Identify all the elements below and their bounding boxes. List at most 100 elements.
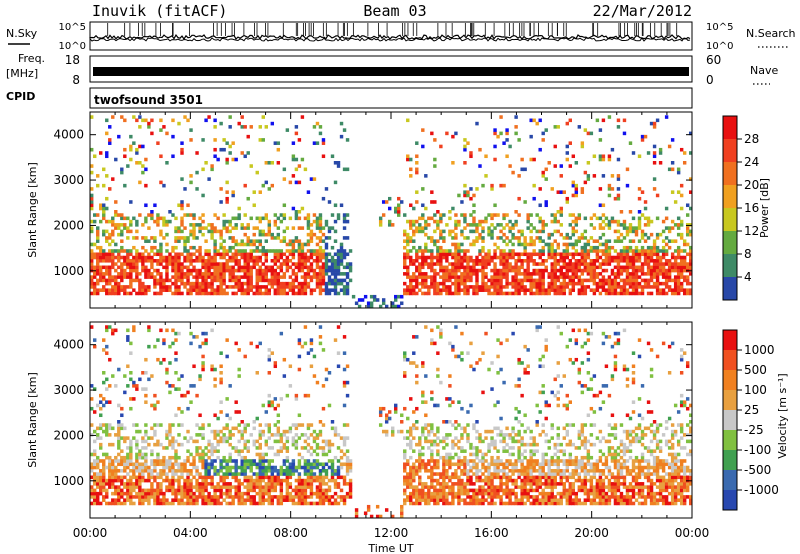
power-cell <box>204 291 208 296</box>
velocity-cell <box>147 495 151 499</box>
power-cell <box>249 255 253 260</box>
velocity-cell <box>378 406 383 411</box>
power-cell <box>442 275 446 279</box>
power-cell <box>601 268 606 273</box>
power-cell <box>475 223 479 227</box>
power-cell <box>607 249 612 253</box>
power-cell <box>550 219 554 224</box>
velocity-cell <box>117 426 121 431</box>
velocity-cell <box>201 501 205 506</box>
velocity-cell <box>222 436 226 440</box>
velocity-cell <box>90 462 94 467</box>
power-cell <box>532 118 536 123</box>
velocity-cell <box>201 455 205 460</box>
power-cell <box>135 255 139 260</box>
velocity-cell <box>318 488 323 493</box>
power-cell <box>628 229 633 234</box>
power-cell <box>664 236 669 240</box>
power-cell <box>484 288 488 292</box>
velocity-cell <box>99 475 103 480</box>
power-cell <box>315 216 320 221</box>
power-cell <box>342 265 347 270</box>
power-cell <box>433 262 437 266</box>
velocity-cell <box>270 482 275 486</box>
power-cell <box>294 213 299 217</box>
velocity-cell <box>177 469 181 473</box>
power-cell <box>324 265 329 270</box>
velocity-cell <box>156 501 160 506</box>
power-cell <box>129 278 133 283</box>
power-cell <box>562 259 566 263</box>
power-cell <box>655 291 660 296</box>
power-cell <box>676 252 681 257</box>
velocity-cell <box>165 488 169 493</box>
power-cell <box>114 242 118 247</box>
power-cell <box>505 131 509 136</box>
power-cell <box>114 213 118 217</box>
power-cell <box>670 161 675 165</box>
power-cell <box>517 272 521 276</box>
velocity-cell <box>375 514 380 519</box>
power-cell <box>505 242 509 247</box>
velocity-cell <box>309 488 314 493</box>
power-cell <box>90 291 94 296</box>
power-cell <box>294 239 299 243</box>
velocity-cell <box>267 403 271 408</box>
power-cell <box>646 278 651 283</box>
power-cell <box>174 272 178 276</box>
velocity-cell <box>210 364 214 369</box>
power-cell <box>508 164 512 168</box>
power-cell <box>403 281 407 286</box>
velocity-cell <box>330 420 335 424</box>
power-cell <box>529 278 533 283</box>
power-cell <box>580 232 585 237</box>
velocity-cell <box>225 338 229 342</box>
power-cell <box>679 249 684 253</box>
velocity-cell <box>114 501 118 506</box>
velocity-cell <box>171 455 175 460</box>
power-cell <box>499 262 503 266</box>
power-cell <box>210 167 214 172</box>
velocity-cell <box>129 488 133 493</box>
power-cell <box>291 157 296 162</box>
power-cell <box>433 281 437 286</box>
power-cell <box>216 216 220 221</box>
power-cell <box>454 232 458 237</box>
power-cell <box>336 268 341 273</box>
power-cell <box>327 229 332 234</box>
power-cell <box>300 285 305 289</box>
power-cell <box>171 134 175 139</box>
velocity-cell <box>99 501 103 506</box>
power-cell <box>210 223 214 227</box>
power-cell <box>562 278 566 283</box>
power-cell <box>213 291 217 296</box>
power-cell <box>309 252 314 257</box>
power-cell <box>523 288 527 292</box>
power-cell <box>688 288 693 292</box>
power-cell <box>165 161 169 165</box>
power-cell <box>339 252 344 257</box>
freq-panel: Freq. [MHz] 18 8 60 0 Nave <box>6 52 778 87</box>
power-cell <box>333 268 338 273</box>
power-cell <box>258 265 262 270</box>
power-cell <box>180 141 184 145</box>
velocity-cell <box>222 433 226 437</box>
velocity-cell <box>342 423 347 427</box>
velocity-cell <box>126 455 130 460</box>
power-cell <box>400 200 404 204</box>
power-cell <box>463 265 467 270</box>
power-cell <box>568 275 572 279</box>
velocity-cell <box>132 469 136 473</box>
velocity-cell <box>159 469 163 473</box>
velocity-cell <box>90 465 94 470</box>
power-cell <box>490 291 494 296</box>
power-cell <box>397 304 401 309</box>
power-cell <box>532 242 536 247</box>
velocity-cell <box>117 442 121 447</box>
power-cell <box>123 147 127 152</box>
velocity-cell <box>330 472 335 476</box>
power-cell <box>607 239 612 243</box>
power-cell <box>415 154 419 159</box>
power-cell <box>412 223 416 227</box>
velocity-cell <box>294 397 299 401</box>
